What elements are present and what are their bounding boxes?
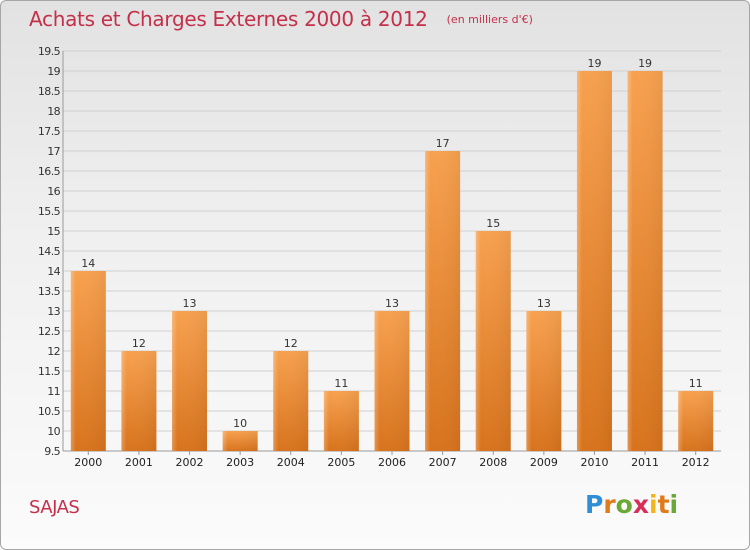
logo-letter: i xyxy=(649,490,658,519)
logo-letter: t xyxy=(657,490,670,519)
x-tick-label: 2004 xyxy=(277,456,305,469)
y-tick-label: 16.5 xyxy=(38,165,61,178)
logo-letter: r xyxy=(603,490,616,519)
x-tick-label: 2007 xyxy=(429,456,457,469)
bar-shade xyxy=(273,351,309,451)
x-tick-label: 2012 xyxy=(682,456,710,469)
y-tick-label: 17.5 xyxy=(38,125,61,138)
bar-shade xyxy=(222,431,258,451)
bar-shade xyxy=(678,391,714,451)
x-tick-label: 2006 xyxy=(378,456,406,469)
y-tick-label: 11.5 xyxy=(38,365,61,378)
y-tick-label: 17 xyxy=(47,145,60,158)
y-tick-label: 18 xyxy=(47,105,60,118)
x-tick-label: 2002 xyxy=(176,456,204,469)
x-tick-label: 2001 xyxy=(125,456,153,469)
y-tick-label: 18.5 xyxy=(38,85,61,98)
bars xyxy=(70,71,714,451)
bar-value-label: 10 xyxy=(233,417,247,430)
bar-value-label: 19 xyxy=(587,57,601,70)
bar-shade xyxy=(172,311,208,451)
logo-letter: x xyxy=(632,490,649,519)
chart-title: Achats et Charges Externes 2000 à 2012 (… xyxy=(29,7,533,31)
y-tick-label: 12.5 xyxy=(38,325,61,338)
bar-value-label: 14 xyxy=(81,257,95,270)
x-tick-label: 2000 xyxy=(74,456,102,469)
chart-unit: (en milliers d'€) xyxy=(446,13,533,26)
bar-shade xyxy=(121,351,157,451)
chart-title-text: Achats et Charges Externes 2000 à 2012 xyxy=(29,7,428,31)
y-tick-label: 19.5 xyxy=(38,45,61,58)
x-tick-label: 2010 xyxy=(580,456,608,469)
y-tick-label: 13 xyxy=(47,305,60,318)
y-tick-label: 19 xyxy=(47,65,60,78)
bar-value-label: 15 xyxy=(486,217,500,230)
bar-value-label: 13 xyxy=(385,297,399,310)
bar-value-label: 13 xyxy=(183,297,197,310)
bar-value-label: 13 xyxy=(537,297,551,310)
commune-name: SAJAS xyxy=(29,497,80,518)
y-tick-label: 10.5 xyxy=(38,405,61,418)
y-tick-label: 12 xyxy=(47,345,60,358)
y-tick-label: 14 xyxy=(47,265,60,278)
logo-letter: P xyxy=(585,490,604,519)
x-tick-label: 2005 xyxy=(327,456,355,469)
bar-shade xyxy=(526,311,562,451)
bar-shade xyxy=(425,151,461,451)
y-tick-label: 15.5 xyxy=(38,205,61,218)
bar-value-label: 11 xyxy=(334,377,348,390)
proxiti-logo[interactable]: Proxiti xyxy=(585,490,678,519)
bar-value-label: 17 xyxy=(436,137,450,150)
bar-shade xyxy=(323,391,359,451)
logo-letter: i xyxy=(669,490,679,519)
y-tick-label: 14.5 xyxy=(38,245,61,258)
x-tick-label: 2003 xyxy=(226,456,254,469)
bar-value-label: 19 xyxy=(638,57,652,70)
bar-shade xyxy=(627,71,663,451)
bar-shade xyxy=(475,231,511,451)
y-tick-label: 15 xyxy=(47,225,60,238)
bar-value-label: 12 xyxy=(132,337,146,350)
y-tick-label: 13.5 xyxy=(38,285,61,298)
labels: 9.5 10 10.5 11 11.5 12 12.5 13 13.5 14 14.5 15 15.5 1… xyxy=(38,45,710,469)
bar-value-label: 11 xyxy=(689,377,703,390)
bar-shade xyxy=(576,71,612,451)
logo-letter: o xyxy=(615,490,633,519)
bar-shade xyxy=(70,271,106,451)
y-tick-label: 10 xyxy=(47,425,60,438)
y-tick-label: 16 xyxy=(47,185,60,198)
x-tick-label: 2009 xyxy=(530,456,558,469)
y-tick-label: 11 xyxy=(47,385,60,398)
x-tick-label: 2011 xyxy=(631,456,659,469)
x-tick-label: 2008 xyxy=(479,456,507,469)
bar-value-label: 12 xyxy=(284,337,298,350)
y-tick-label: 9.5 xyxy=(44,445,60,458)
bar-shade xyxy=(374,311,410,451)
